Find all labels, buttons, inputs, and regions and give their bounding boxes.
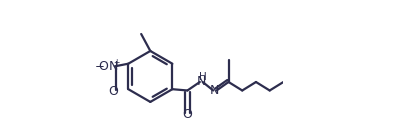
Text: O: O bbox=[99, 60, 109, 73]
Text: N: N bbox=[109, 60, 118, 73]
Text: N: N bbox=[196, 76, 206, 88]
Text: O: O bbox=[109, 85, 118, 98]
Text: N: N bbox=[210, 84, 219, 97]
Text: −: − bbox=[94, 60, 104, 73]
Text: +: + bbox=[114, 58, 120, 67]
Text: H: H bbox=[198, 72, 206, 82]
Text: O: O bbox=[183, 108, 192, 121]
